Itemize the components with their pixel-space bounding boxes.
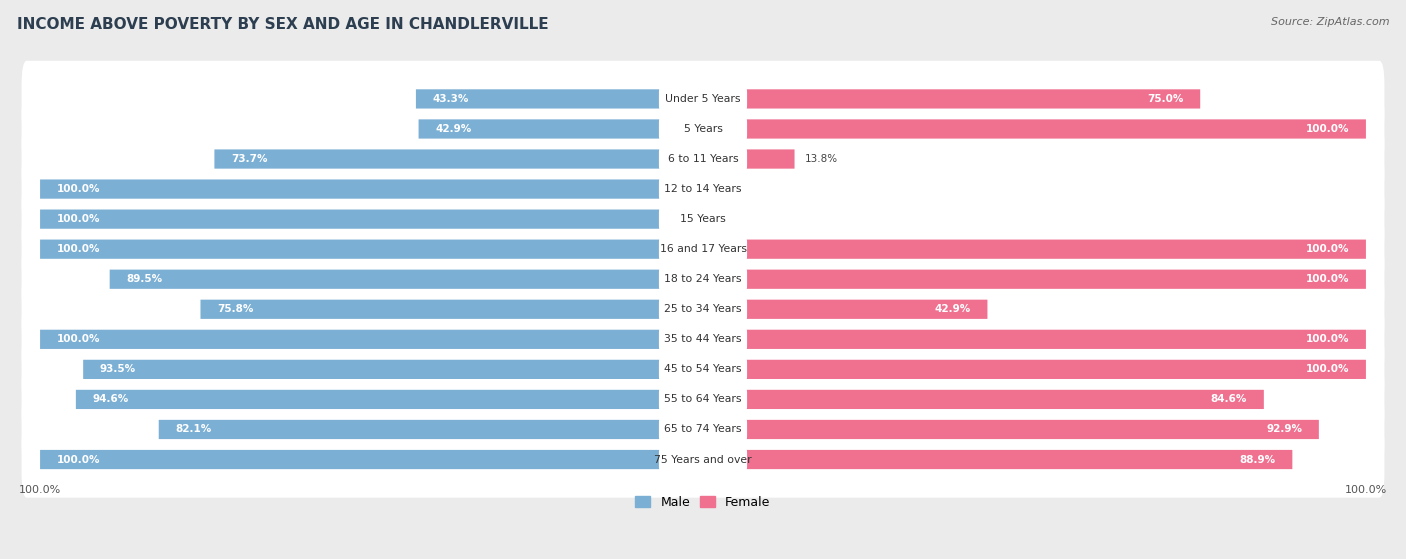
FancyBboxPatch shape (659, 238, 747, 260)
Text: 75.8%: 75.8% (217, 304, 253, 314)
Text: 89.5%: 89.5% (127, 274, 163, 284)
FancyBboxPatch shape (21, 301, 1385, 377)
Text: 100.0%: 100.0% (20, 485, 62, 495)
Text: 18 to 24 Years: 18 to 24 Years (664, 274, 742, 284)
FancyBboxPatch shape (419, 120, 703, 139)
FancyBboxPatch shape (659, 298, 747, 320)
Text: 45 to 54 Years: 45 to 54 Years (664, 364, 742, 375)
Text: 42.9%: 42.9% (935, 304, 970, 314)
Text: 92.9%: 92.9% (1267, 424, 1302, 434)
FancyBboxPatch shape (703, 120, 1365, 139)
Text: 82.1%: 82.1% (176, 424, 212, 434)
FancyBboxPatch shape (83, 360, 703, 379)
FancyBboxPatch shape (21, 331, 1385, 408)
FancyBboxPatch shape (21, 151, 1385, 228)
Text: 100.0%: 100.0% (56, 454, 100, 465)
FancyBboxPatch shape (21, 271, 1385, 348)
Text: 65 to 74 Years: 65 to 74 Years (664, 424, 742, 434)
FancyBboxPatch shape (659, 268, 747, 290)
Text: 100.0%: 100.0% (1306, 334, 1350, 344)
FancyBboxPatch shape (659, 178, 747, 200)
Text: 100.0%: 100.0% (56, 184, 100, 194)
Text: 75 Years and over: 75 Years and over (654, 454, 752, 465)
Text: 84.6%: 84.6% (1211, 395, 1247, 404)
FancyBboxPatch shape (659, 88, 747, 110)
Text: 16 and 17 Years: 16 and 17 Years (659, 244, 747, 254)
Text: 73.7%: 73.7% (231, 154, 267, 164)
FancyBboxPatch shape (41, 210, 703, 229)
Text: 35 to 44 Years: 35 to 44 Years (664, 334, 742, 344)
FancyBboxPatch shape (703, 89, 1201, 108)
Text: 25 to 34 Years: 25 to 34 Years (664, 304, 742, 314)
Text: 12 to 14 Years: 12 to 14 Years (664, 184, 742, 194)
Text: 93.5%: 93.5% (100, 364, 136, 375)
Text: 100.0%: 100.0% (1306, 124, 1350, 134)
Text: 88.9%: 88.9% (1240, 454, 1275, 465)
FancyBboxPatch shape (21, 61, 1385, 137)
Text: 100.0%: 100.0% (1306, 244, 1350, 254)
FancyBboxPatch shape (41, 179, 703, 198)
FancyBboxPatch shape (21, 361, 1385, 438)
Text: 100.0%: 100.0% (1344, 485, 1386, 495)
FancyBboxPatch shape (659, 448, 747, 471)
FancyBboxPatch shape (21, 211, 1385, 287)
FancyBboxPatch shape (659, 418, 747, 440)
Text: 15 Years: 15 Years (681, 214, 725, 224)
Text: 100.0%: 100.0% (1306, 364, 1350, 375)
Text: INCOME ABOVE POVERTY BY SEX AND AGE IN CHANDLERVILLE: INCOME ABOVE POVERTY BY SEX AND AGE IN C… (17, 17, 548, 32)
FancyBboxPatch shape (110, 269, 703, 289)
Text: 75.0%: 75.0% (1147, 94, 1184, 104)
Text: Under 5 Years: Under 5 Years (665, 94, 741, 104)
FancyBboxPatch shape (41, 240, 703, 259)
Text: 100.0%: 100.0% (56, 334, 100, 344)
Text: Source: ZipAtlas.com: Source: ZipAtlas.com (1271, 17, 1389, 27)
FancyBboxPatch shape (201, 300, 703, 319)
Text: 5 Years: 5 Years (683, 124, 723, 134)
FancyBboxPatch shape (41, 330, 703, 349)
Text: 100.0%: 100.0% (56, 214, 100, 224)
FancyBboxPatch shape (703, 330, 1365, 349)
Text: 43.3%: 43.3% (433, 94, 470, 104)
Text: 100.0%: 100.0% (1306, 274, 1350, 284)
FancyBboxPatch shape (659, 389, 747, 410)
FancyBboxPatch shape (703, 149, 794, 169)
FancyBboxPatch shape (159, 420, 703, 439)
Text: 94.6%: 94.6% (93, 395, 129, 404)
FancyBboxPatch shape (214, 149, 703, 169)
FancyBboxPatch shape (659, 358, 747, 381)
FancyBboxPatch shape (659, 118, 747, 140)
Text: 100.0%: 100.0% (56, 244, 100, 254)
FancyBboxPatch shape (21, 91, 1385, 167)
FancyBboxPatch shape (659, 208, 747, 230)
FancyBboxPatch shape (703, 360, 1365, 379)
Text: 55 to 64 Years: 55 to 64 Years (664, 395, 742, 404)
FancyBboxPatch shape (703, 390, 1264, 409)
FancyBboxPatch shape (21, 391, 1385, 468)
FancyBboxPatch shape (21, 181, 1385, 257)
FancyBboxPatch shape (659, 328, 747, 350)
FancyBboxPatch shape (703, 240, 1365, 259)
FancyBboxPatch shape (659, 148, 747, 170)
FancyBboxPatch shape (41, 450, 703, 469)
Text: 6 to 11 Years: 6 to 11 Years (668, 154, 738, 164)
Legend: Male, Female: Male, Female (630, 491, 776, 514)
FancyBboxPatch shape (703, 269, 1365, 289)
FancyBboxPatch shape (703, 450, 1292, 469)
FancyBboxPatch shape (416, 89, 703, 108)
FancyBboxPatch shape (21, 121, 1385, 197)
Text: 42.9%: 42.9% (436, 124, 471, 134)
Text: 13.8%: 13.8% (804, 154, 838, 164)
FancyBboxPatch shape (703, 420, 1319, 439)
FancyBboxPatch shape (21, 241, 1385, 318)
FancyBboxPatch shape (703, 300, 987, 319)
FancyBboxPatch shape (21, 421, 1385, 498)
FancyBboxPatch shape (76, 390, 703, 409)
